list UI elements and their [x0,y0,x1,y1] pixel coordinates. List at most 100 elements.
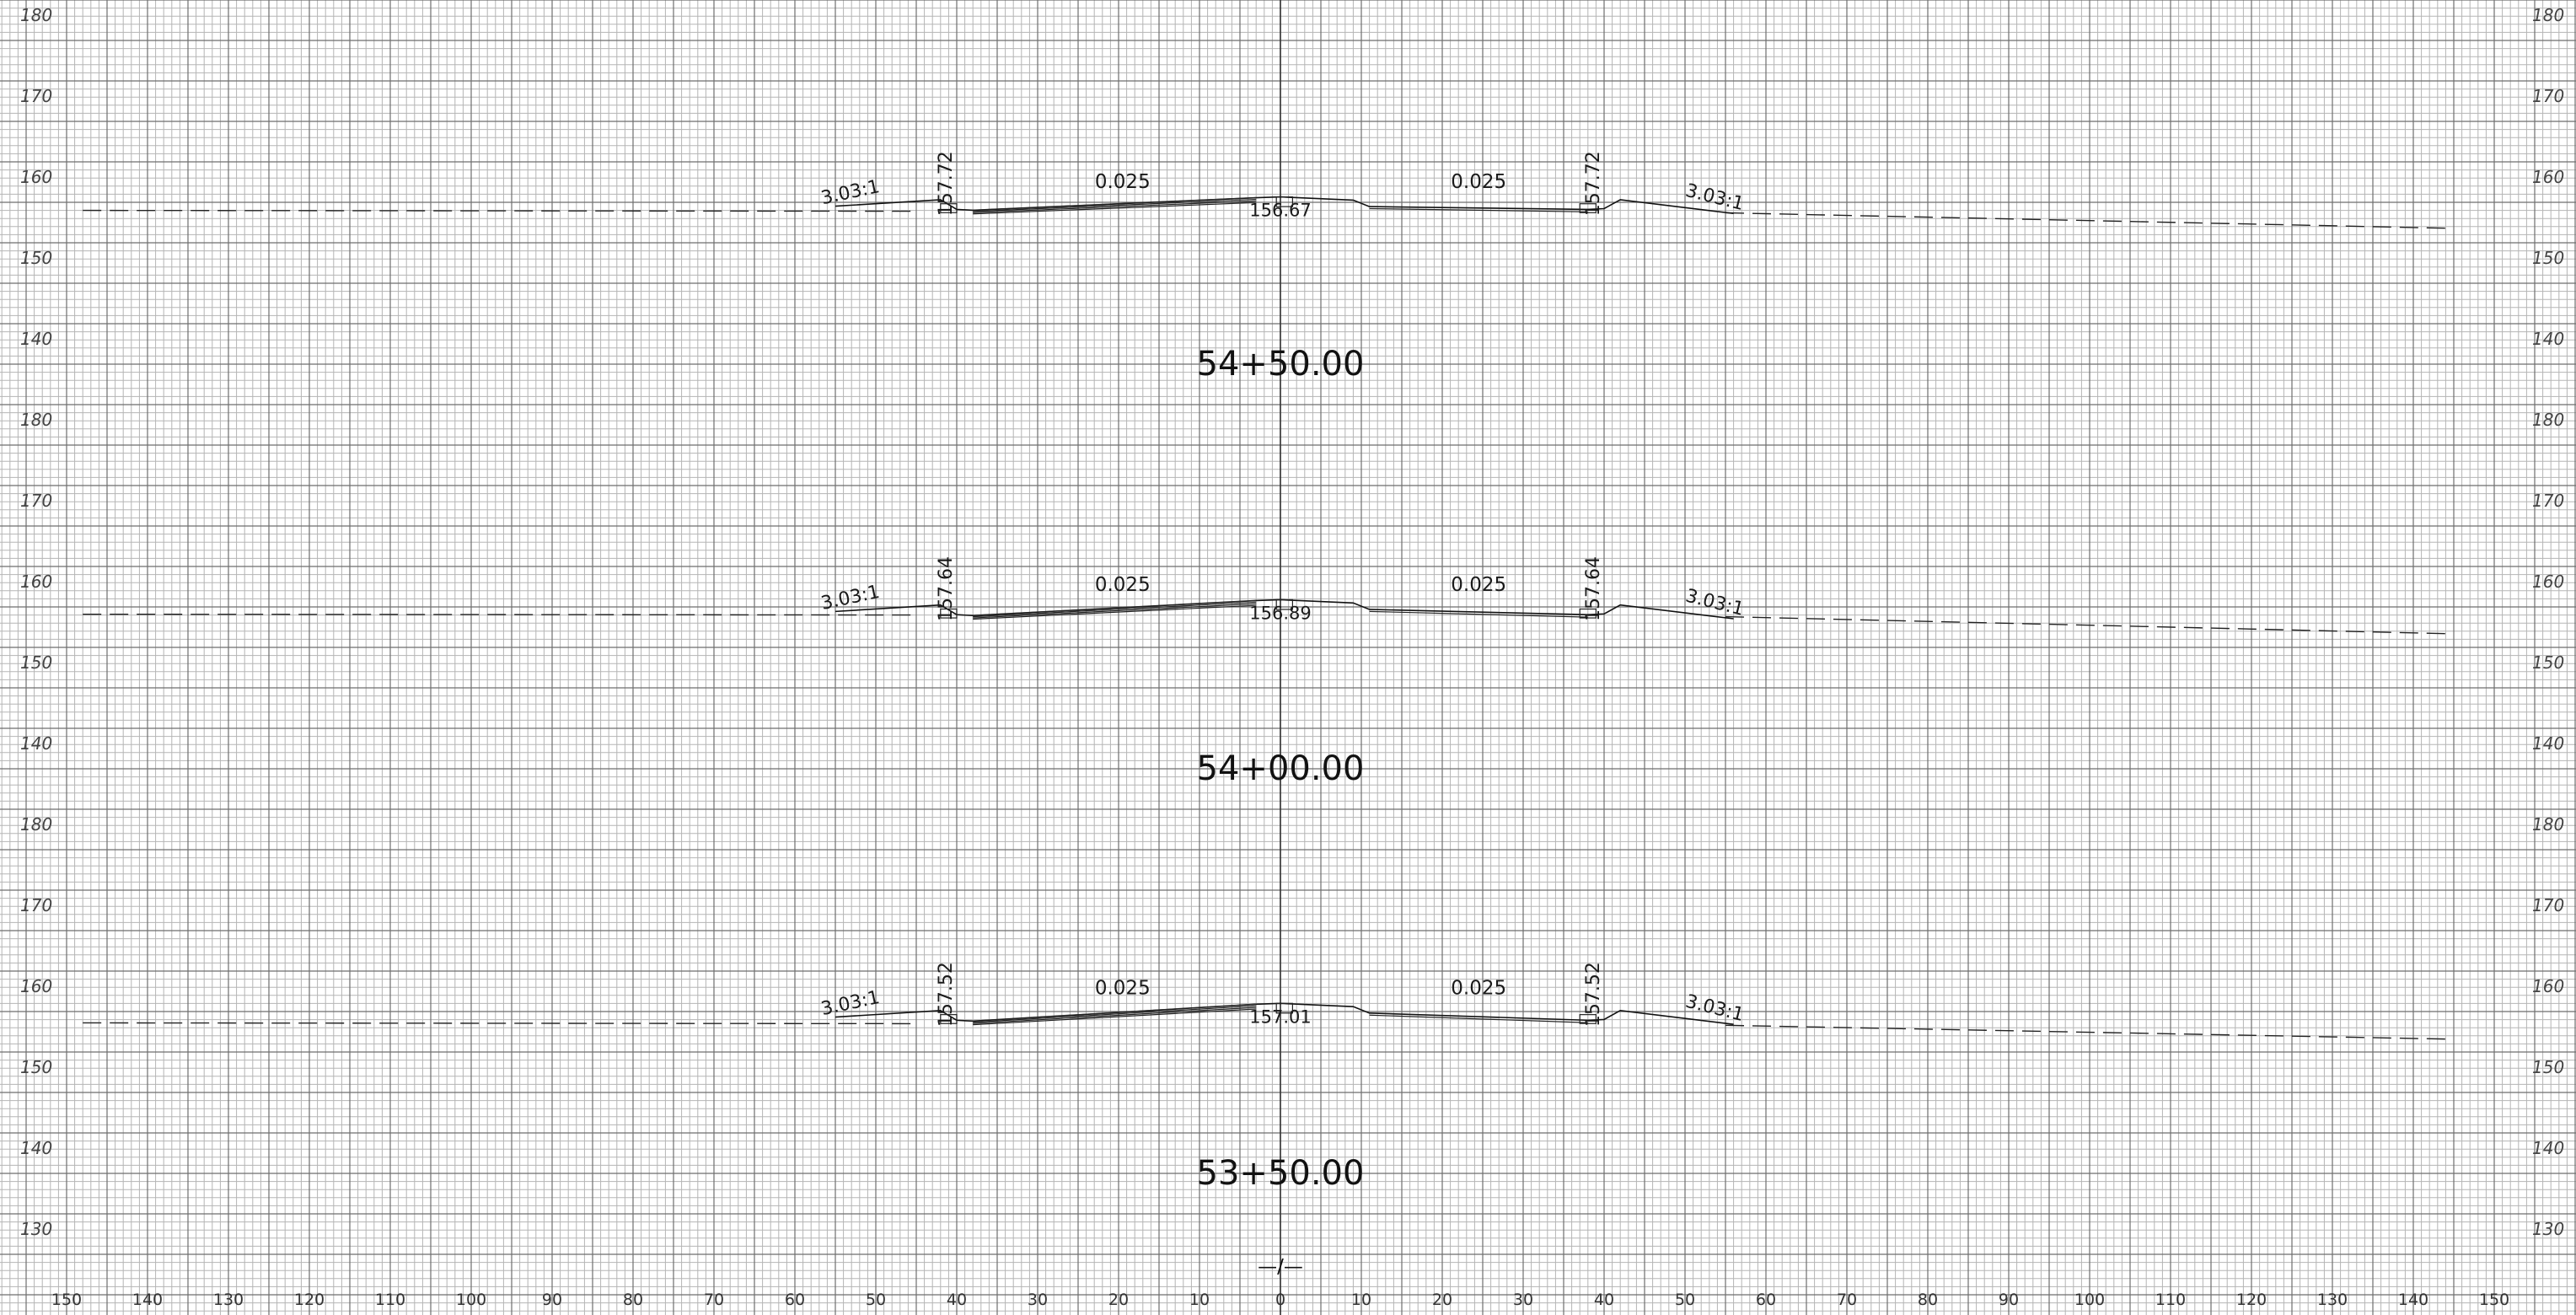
elevation-label-left: 140 [20,329,52,349]
offset-label: 70 [1837,1291,1857,1309]
offset-label: 30 [1513,1291,1533,1309]
elevation-label-left: 170 [20,491,52,511]
elevation-label-left: 150 [20,652,52,673]
pavement-layer-line [973,603,1257,619]
elevation-label-right: 160 [2532,167,2564,187]
offset-label: 0 [1275,1291,1285,1309]
elevation-label-left: 180 [20,814,52,835]
offset-label: 110 [2155,1291,2186,1309]
left-cross-slope: 0.025 [1095,574,1151,596]
pavement-layer-line [973,604,1257,620]
offset-label: 120 [2236,1291,2267,1309]
elevation-label-right: 140 [2532,329,2564,349]
station-label: 54+50.00 [1197,345,1365,384]
curb-left [940,203,958,213]
elevation-label-left: 180 [20,410,52,430]
offset-label: 140 [132,1291,163,1309]
offset-label: 60 [1756,1291,1776,1309]
elevation-label-right: 180 [2532,5,2564,25]
elevation-label-right: 170 [2532,895,2564,915]
offset-label: 150 [2479,1291,2509,1309]
elevation-label-right: 140 [2532,733,2564,754]
left-cross-slope: 0.025 [1095,171,1151,193]
offset-label: 20 [1432,1291,1452,1309]
pavement-layer-line [973,1003,1257,1022]
existing-ground-line [83,1022,2446,1040]
offset-label: 90 [542,1291,562,1309]
match-line-symbol: —/— [1258,1256,1303,1278]
elevation-label-left: 150 [20,248,52,268]
offset-label: 40 [1594,1291,1614,1309]
elevation-label-right: 160 [2532,572,2564,592]
curb-left [940,1014,958,1024]
elevation-label-left: 140 [20,733,52,754]
offset-label: 50 [1675,1291,1695,1309]
pavement-layer-line [1369,1014,1588,1023]
finished-grade-line [835,598,1734,620]
median-box [1275,1002,1293,1014]
elevation-label-left: 170 [20,86,52,106]
offset-label: 120 [294,1291,325,1309]
curb-left [940,608,958,619]
elevation-label-left: 170 [20,895,52,915]
elevation-label-right: 180 [2532,410,2564,430]
offset-label: 130 [213,1291,244,1309]
elevation-label-right: 170 [2532,86,2564,106]
elevation-label-left: 140 [20,1138,52,1158]
pavement-layer-line [973,198,1257,212]
offset-label: 130 [2317,1291,2348,1309]
elevation-label-right: 150 [2532,248,2564,268]
pavement-layer-line [1369,207,1588,212]
elevation-label-left: 180 [20,5,52,25]
right-edge-elevation: 157.52 [1583,962,1604,1027]
offset-label: 150 [51,1291,82,1309]
elevation-label-right: 140 [2532,1138,2564,1158]
right-edge-elevation: 157.64 [1583,556,1604,621]
right-cross-slope: 0.025 [1451,574,1506,596]
pavement-layer-line [973,200,1257,213]
offset-label: 50 [866,1291,886,1309]
median-box [1275,196,1293,207]
offset-label: 40 [947,1291,967,1309]
curb-right [1579,203,1597,213]
pavement-layer-line [973,601,1257,618]
finished-grade-line [835,1002,1734,1025]
centerline-elevation: 156.89 [1249,603,1311,623]
curb-right [1579,608,1597,619]
pavement-layer-line [973,599,1257,616]
pavement-layer-line [973,1008,1257,1026]
offset-label: 140 [2398,1291,2428,1309]
elevation-label-right: 170 [2532,491,2564,511]
elevation-label-right: 160 [2532,976,2564,996]
match-symbol-text: —/— [1258,1256,1303,1278]
elevation-label-left: 130 [20,1219,52,1239]
right-edge-elevation: 157.72 [1583,151,1604,216]
centerline-elevation: 156.67 [1249,201,1311,221]
offset-label: 110 [375,1291,405,1309]
offset-label: 90 [1999,1291,2019,1309]
offset-label: 10 [1351,1291,1371,1309]
right-cross-slope: 0.025 [1451,978,1506,1000]
elevation-label-right: 130 [2532,1219,2564,1239]
offset-label: 10 [1189,1291,1210,1309]
pavement-layer-line [973,196,1257,212]
offset-label: 30 [1028,1291,1048,1309]
offset-label: 80 [1918,1291,1938,1309]
station-label: 53+50.00 [1197,1154,1365,1193]
pavement-layer-line [973,1005,1257,1023]
axis-labels: 180 180 170 170 160 160 150 150 140 140 180 180 170 1… [20,5,2564,1309]
offset-label: 100 [2074,1291,2105,1309]
left-edge-elevation: 157.52 [936,962,957,1027]
centerline-elevation: 157.01 [1249,1006,1311,1027]
left-edge-elevation: 157.64 [936,556,957,621]
elevation-label-left: 160 [20,572,52,592]
existing-ground-line [83,209,2446,229]
left-cross-slope: 0.025 [1095,978,1151,1000]
median-box [1275,598,1293,610]
existing-ground-line [83,613,2446,635]
